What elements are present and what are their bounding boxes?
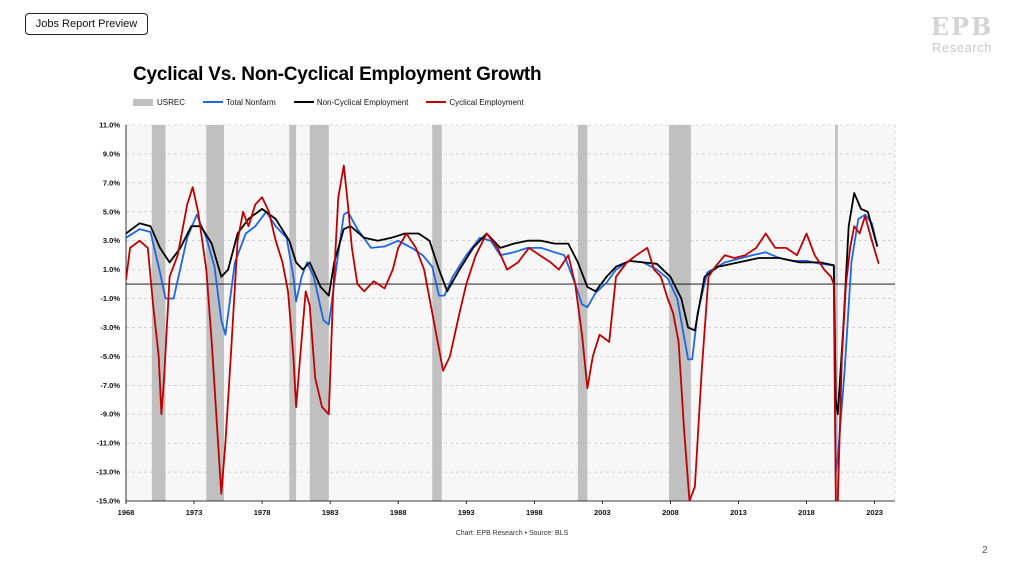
y-tick-label: 3.0% xyxy=(103,236,120,245)
legend-label-usrec: USREC xyxy=(157,97,186,107)
epb-logo: EPB Research xyxy=(922,14,1002,58)
chart-title: Cyclical Vs. Non-Cyclical Employment Gro… xyxy=(133,64,542,85)
x-tick-label: 2008 xyxy=(662,508,679,517)
x-tick-label: 1993 xyxy=(458,508,475,517)
y-tick-label: -7.0% xyxy=(100,381,120,390)
legend-swatch-cyclical xyxy=(426,101,447,103)
chart-legend: USREC Total Nonfarm Non-Cyclical Employm… xyxy=(133,96,542,108)
legend-item-usrec: USREC xyxy=(133,98,185,107)
y-tick-label: -13.0% xyxy=(96,468,120,477)
recession-band xyxy=(577,125,588,501)
y-tick-label: 1.0% xyxy=(103,265,120,274)
legend-swatch-usrec xyxy=(133,98,153,106)
y-tick-label: -5.0% xyxy=(100,352,120,361)
recession-band xyxy=(432,125,442,501)
legend-label-non-cyclical: Non-Cyclical Employment xyxy=(316,97,409,107)
recession-band xyxy=(309,125,329,501)
chart-source: Chart: EPB Research • Source: BLS xyxy=(455,530,569,537)
x-tick-label: 1998 xyxy=(526,508,543,517)
x-tick-label: 2013 xyxy=(730,508,747,517)
x-tick-label: 2003 xyxy=(594,508,611,517)
recession-band xyxy=(206,125,224,501)
legend-item-cyclical: Cyclical Employment xyxy=(426,97,524,107)
x-tick-label: 1968 xyxy=(118,508,135,517)
y-tick-label: -9.0% xyxy=(100,410,120,419)
x-tick-label: 1988 xyxy=(390,508,407,517)
legend-label-cyclical: Cyclical Employment xyxy=(449,97,524,107)
y-tick-label: -11.0% xyxy=(97,439,121,448)
x-tick-label: 1983 xyxy=(322,508,339,517)
y-tick-label: -1.0% xyxy=(100,294,120,303)
series-line-total-nonfarm xyxy=(126,210,879,474)
recession-band xyxy=(835,125,838,501)
legend-label-total-nonfarm: Total Nonfarm xyxy=(226,97,276,107)
x-tick-label: 2018 xyxy=(798,508,815,517)
legend-swatch-total-nonfarm xyxy=(203,101,224,103)
page-number: 2 xyxy=(982,545,988,556)
plot-area xyxy=(126,125,895,501)
y-tick-label: 9.0% xyxy=(103,149,120,158)
series-line-cyclical xyxy=(126,164,880,501)
x-tick-label: 1978 xyxy=(254,508,271,517)
logo-subtitle: Research xyxy=(932,40,992,55)
legend-swatch-non-cyclical xyxy=(293,101,314,103)
logo-mark: EPB xyxy=(930,12,994,41)
y-tick-label: -15.0% xyxy=(96,497,120,506)
legend-item-non-cyclical: Non-Cyclical Employment xyxy=(293,97,409,107)
y-tick-label: 11.0% xyxy=(99,121,120,130)
x-tick-label: 1973 xyxy=(186,508,203,517)
x-tick-label: 2023 xyxy=(866,508,883,517)
y-tick-label: 5.0% xyxy=(103,207,120,216)
y-tick-label: 7.0% xyxy=(103,178,120,187)
legend-item-total-nonfarm: Total Nonfarm xyxy=(203,98,276,107)
recession-band xyxy=(289,125,297,501)
report-tag: Jobs Report Preview xyxy=(25,13,148,35)
y-tick-label: -3.0% xyxy=(100,323,120,332)
